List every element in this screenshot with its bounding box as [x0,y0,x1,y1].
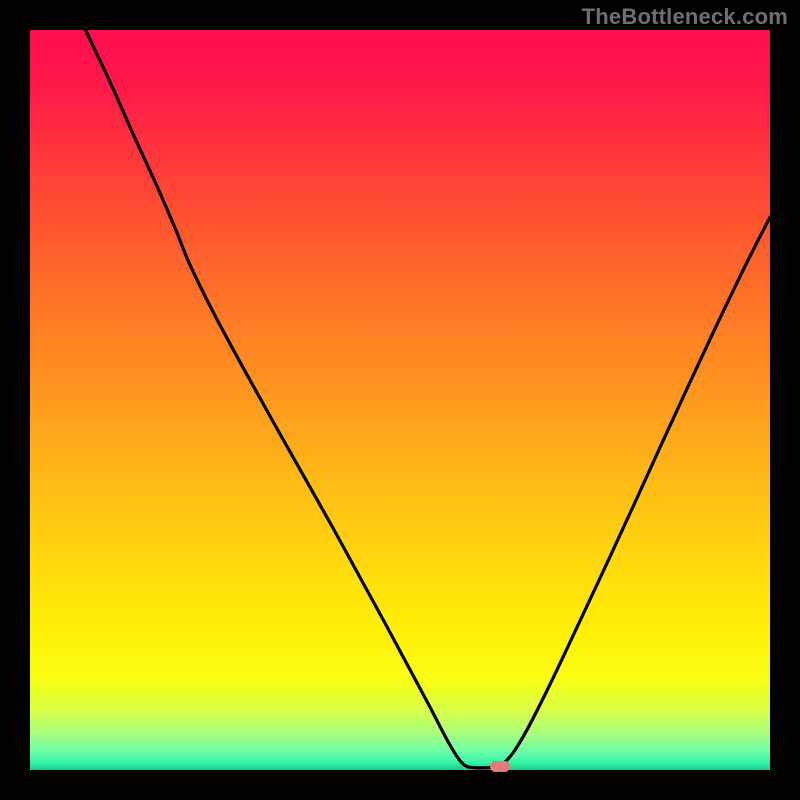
watermark-text: TheBottleneck.com [582,4,788,30]
plot-area [30,30,770,770]
optimal-point-marker [490,761,510,772]
line-chart [30,30,770,770]
bottleneck-curve [86,30,771,768]
chart-root: TheBottleneck.com [0,0,800,800]
